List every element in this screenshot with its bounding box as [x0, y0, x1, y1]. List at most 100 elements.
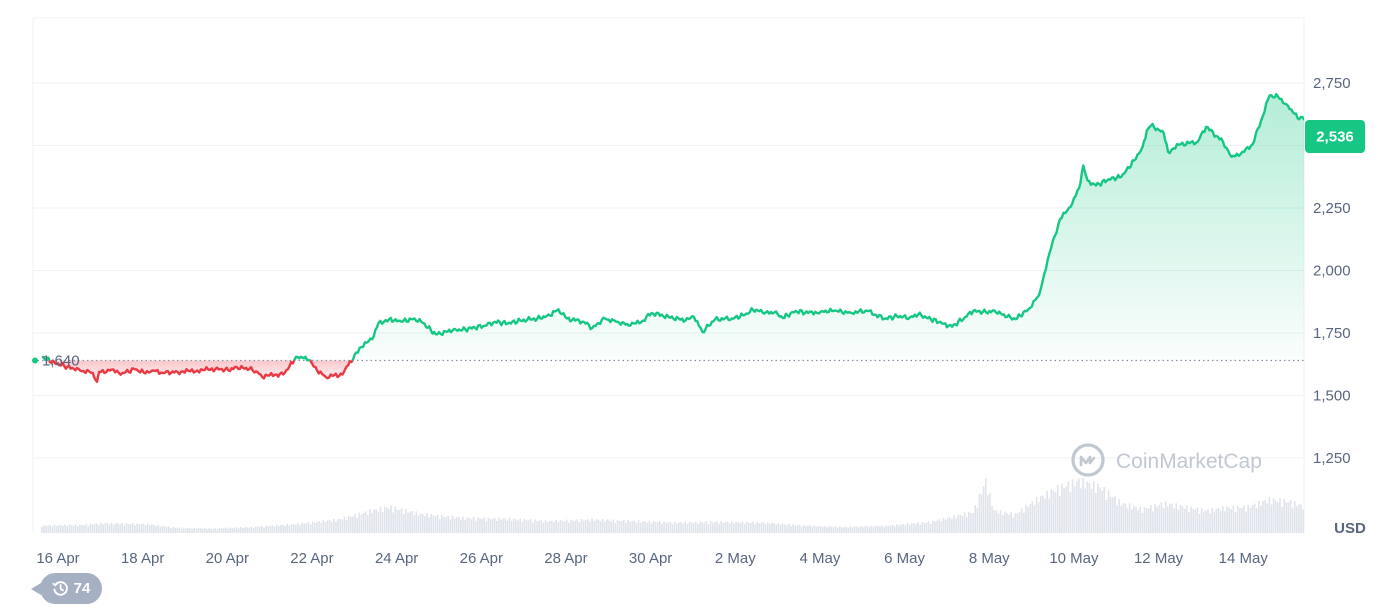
volume-bar	[1169, 503, 1171, 533]
volume-bar	[472, 517, 475, 533]
volume-bar	[722, 522, 725, 533]
volume-bar	[948, 516, 951, 533]
volume-bar	[826, 527, 828, 533]
volume-bar	[642, 521, 644, 533]
volume-bar	[637, 520, 640, 533]
volume-bar	[1211, 507, 1214, 533]
current-price-badge[interactable]: 2,536	[1305, 120, 1365, 153]
volume-bar	[121, 522, 124, 533]
volume-bar	[1213, 511, 1216, 533]
volume-bar	[898, 525, 900, 533]
volume-bar	[743, 524, 746, 533]
volume-bar	[1035, 496, 1038, 533]
volume-bar	[1238, 508, 1241, 533]
volume-bar	[366, 514, 369, 533]
volume-bar	[1048, 498, 1051, 533]
volume-bar	[210, 528, 212, 533]
volume-bar	[187, 528, 189, 533]
volume-bar	[328, 520, 331, 533]
volume-bar	[870, 525, 873, 533]
volume-bar	[902, 523, 905, 533]
volume-bar	[728, 523, 731, 533]
volume-bar	[684, 521, 687, 533]
volume-bar	[701, 522, 703, 533]
volume-bar	[1202, 511, 1205, 533]
volume-bar	[699, 521, 701, 533]
volume-bar	[798, 524, 801, 533]
volume-bar	[631, 520, 634, 533]
volume-bar	[229, 527, 231, 533]
volume-bar	[481, 519, 483, 533]
volume-bar	[60, 524, 62, 533]
volume-bar	[66, 526, 68, 533]
volume-bar	[555, 519, 557, 533]
volume-bar	[1219, 511, 1222, 533]
volume-bar	[1281, 506, 1283, 533]
volume-bar	[824, 525, 826, 533]
volume-bar	[783, 524, 786, 533]
volume-bar	[316, 521, 318, 533]
volume-bar	[267, 526, 270, 533]
volume-bar	[1311, 509, 1313, 533]
volume-bar	[1082, 477, 1084, 533]
x-tick-label: 30 Apr	[629, 550, 672, 567]
volume-bar	[932, 520, 934, 533]
volume-bar	[529, 519, 532, 533]
volume-bar	[982, 486, 985, 533]
volume-bar	[1209, 513, 1211, 533]
volume-bar	[1186, 505, 1188, 533]
volume-bar	[117, 523, 119, 533]
volume-bar	[157, 524, 160, 533]
volume-bar	[917, 522, 919, 533]
volume-bar	[857, 527, 860, 533]
volume-bar	[970, 513, 972, 533]
volume-bar	[504, 518, 507, 533]
volume-bar	[345, 520, 348, 533]
volume-bar	[629, 521, 631, 533]
volume-bar	[1095, 493, 1097, 533]
volume-bar	[110, 522, 113, 533]
volume-bar	[538, 520, 540, 533]
volume-bar	[1135, 507, 1137, 533]
volume-bar	[551, 520, 553, 533]
volume-bar	[453, 518, 456, 533]
volume-bar	[1124, 503, 1127, 533]
volume-bar	[1262, 500, 1264, 533]
volume-bar	[468, 517, 471, 533]
volume-bar	[394, 506, 397, 533]
volume-bar	[98, 525, 100, 533]
volume-bar	[834, 526, 837, 533]
volume-bar	[239, 527, 242, 533]
volume-bar	[532, 522, 534, 533]
volume-bar	[96, 523, 98, 533]
volume-bar	[656, 522, 659, 533]
volume-bar	[407, 512, 409, 533]
volume-bar	[409, 511, 411, 533]
volume-bar	[203, 528, 206, 533]
x-axis: 16 Apr 18 Apr 20 Apr 22 Apr 24 Apr 26 Apr 28 A…	[36, 550, 1268, 567]
volume-bar	[1052, 490, 1055, 533]
volume-bar	[1305, 505, 1307, 533]
x-tick-label: 20 Apr	[206, 550, 249, 567]
volume-bar	[64, 524, 66, 533]
history-badge[interactable]: 74	[31, 573, 102, 604]
volume-bar	[1069, 492, 1072, 533]
volume-bar	[572, 520, 574, 533]
volume-bar	[91, 524, 94, 533]
volume-bar	[197, 528, 200, 533]
volume-bar	[1291, 507, 1294, 533]
volume-bar	[1039, 496, 1042, 533]
volume-bar	[881, 525, 883, 533]
volume-bar	[936, 520, 938, 533]
volume-bar	[311, 521, 314, 533]
volume-bar	[106, 523, 109, 533]
volume-bar	[788, 523, 790, 533]
volume-bar	[919, 524, 921, 533]
volume-bar	[802, 524, 805, 533]
volume-bar	[1274, 500, 1277, 533]
volume-bar	[314, 522, 316, 533]
volume-bar	[546, 522, 549, 533]
volume-bar	[807, 525, 809, 533]
volume-bar	[841, 527, 843, 533]
volume-bar	[999, 510, 1002, 533]
